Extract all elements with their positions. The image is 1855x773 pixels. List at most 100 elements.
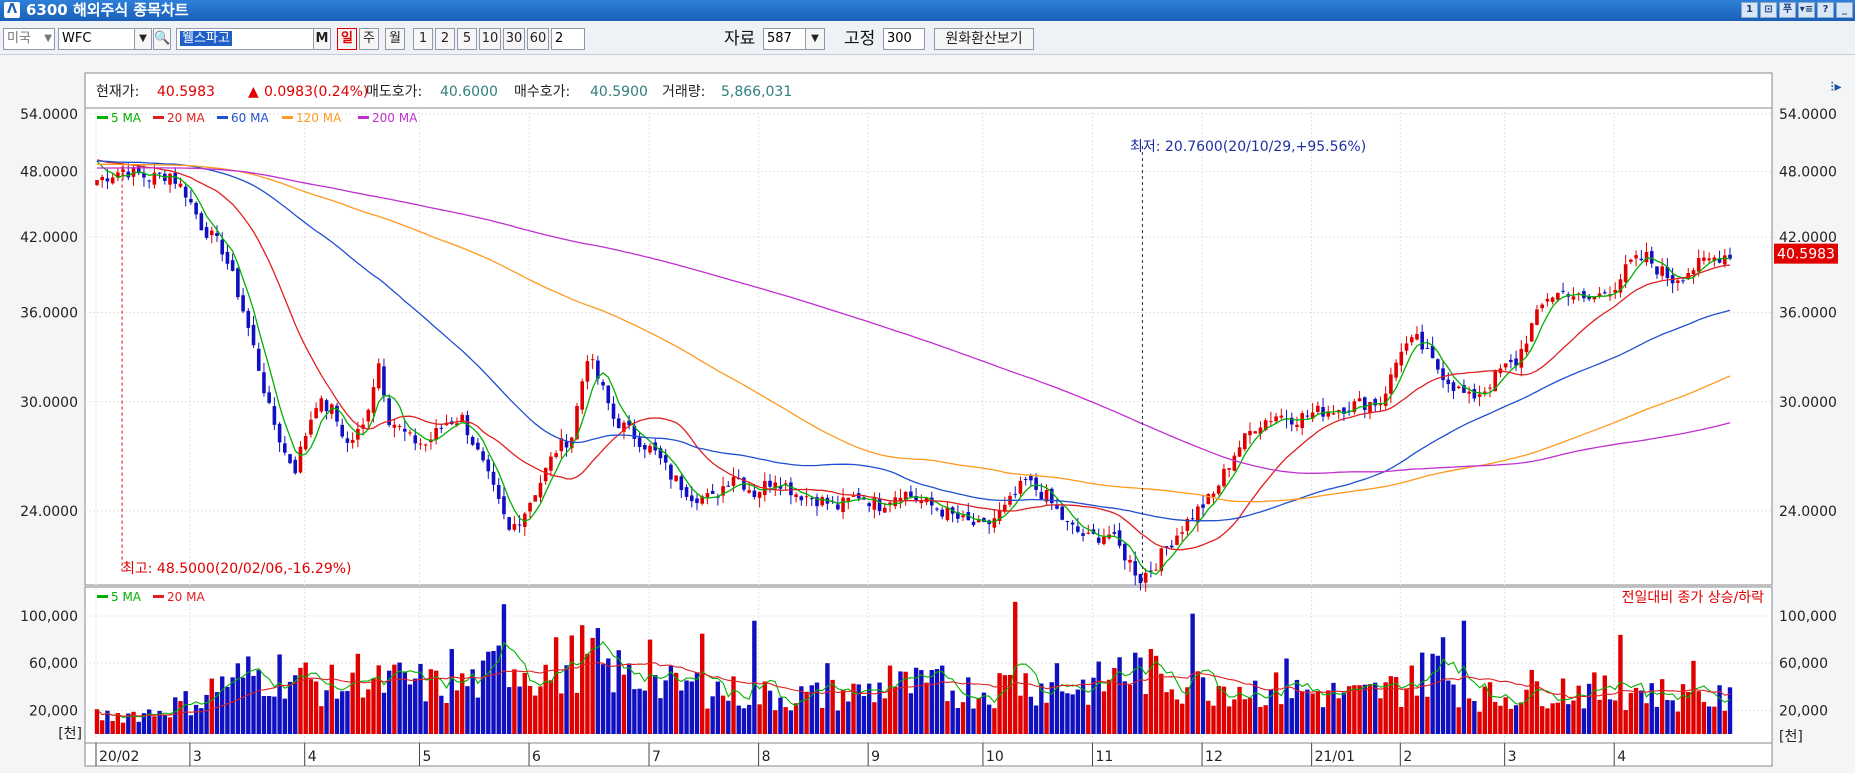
volume-bar [1633,687,1639,734]
candle-body [1143,572,1148,583]
candle-body [1660,266,1664,276]
candle-body [470,437,475,445]
volume-bar [846,701,851,734]
volume-bar [397,662,402,734]
change-value: 0.0983(0.24%) [264,84,368,100]
volume-bar [1425,696,1430,734]
chart-area[interactable]: ⁝▸ 현재가: 40.5983 ▲ 0.0983(0.24%) 매도호가: 40.6000 매… [0,55,1855,773]
symbol-dropdown-icon[interactable]: ▼ [134,28,152,50]
window-minimize-button[interactable]: _ [1836,2,1853,18]
volume-bar [355,653,361,734]
candle-body [1034,477,1038,490]
volume-bar [872,702,877,734]
volume-tick-left: 100,000 [20,609,78,625]
ma120-line [96,163,1731,503]
period-30-button[interactable]: 30 [503,28,525,50]
volume-bar [1435,655,1441,734]
volume-bar [1717,685,1722,734]
panel-expand-icon: ⁝▸ [1830,79,1841,95]
ma5-line [96,160,1731,576]
volume-bar [1654,706,1660,734]
volume-bar [1482,686,1487,734]
candle-body [1623,264,1628,283]
market-select[interactable]: 미국 ▼ [3,28,55,50]
candle-body [1248,431,1252,436]
fixed-input[interactable]: 300 [883,28,925,50]
krw-convert-button[interactable]: 원화환산보기 [934,28,1034,50]
window-help-button[interactable]: ? [1817,2,1834,18]
candle-body [403,428,407,432]
period-day-button[interactable]: 일 [337,28,357,50]
volume-bar [1226,706,1232,734]
price-tick-left: 24.0000 [20,504,78,520]
period-60-button[interactable]: 60 [527,28,549,50]
candle-body [1060,506,1064,520]
volume-label: 거래량: [662,84,705,100]
candle-body [1211,493,1216,497]
period-number-input[interactable]: 2 [551,28,585,50]
candle-body [914,496,918,501]
candle-body [1065,520,1070,522]
m-button[interactable]: M [313,28,331,50]
candle-body [596,360,600,379]
candle-body [1383,393,1388,406]
period-5-button[interactable]: 5 [457,28,477,50]
volume-bar [538,686,543,734]
volume-bar [439,695,444,734]
window-menu-button[interactable]: ▾≡ [1798,2,1815,18]
candle-body [397,425,402,427]
candle-body [924,497,929,503]
volume-bar [882,698,888,734]
volume-bar [501,604,507,734]
period-month-button[interactable]: 월 [385,28,405,50]
volume-bar [793,703,799,734]
candle-body [152,172,157,185]
candle-body [1420,331,1424,350]
volume-bar [1138,657,1143,734]
volume-bar [632,689,637,734]
volume-tick-right: 20,000 [1779,703,1828,719]
volume-bar [1712,706,1717,734]
candle-body [1138,573,1143,584]
window-link-button[interactable]: 1 [1741,2,1758,18]
symbol-input[interactable]: WFC [58,28,140,50]
volume-bar [360,697,366,734]
fixed-label: 고정 [844,29,876,49]
period-week-button[interactable]: 주 [359,28,379,50]
window-copy-button[interactable]: ⊡ [1760,2,1777,18]
volume-bar [277,654,282,734]
data-count-input[interactable]: 587 [763,28,809,50]
volume-bar [668,665,674,734]
volume-bar [1440,637,1446,734]
stock-name-field[interactable]: 웰스파고 [176,28,314,50]
period-1-button[interactable]: 1 [413,28,433,50]
volume-bar [162,715,168,734]
period-10-button[interactable]: 10 [479,28,501,50]
search-icon[interactable]: 🔍 [153,28,171,50]
candle-body [877,499,882,512]
volume-bar [308,679,314,734]
candle-body [1462,385,1466,393]
volume-bar [1326,690,1331,734]
volume-bar [804,691,809,734]
candle-body [1023,478,1028,480]
period-2-button[interactable]: 2 [435,28,455,50]
x-tick-label: 7 [652,749,661,765]
toolbar: 미국 ▼ WFC ▼ 🔍 웰스파고 M 일 주 월 1 2 5 10 30 60 … [0,21,1855,55]
candle-body [768,480,772,487]
candle-body [173,172,178,184]
candle-body [267,392,271,403]
stock-chart[interactable]: ⁝▸ 현재가: 40.5983 ▲ 0.0983(0.24%)매도호가: 40.6000 매… [0,55,1855,773]
low-annotation: 최저: 20.7600(20/10/29,+95.56%) [1130,139,1366,155]
candle-body [731,476,736,486]
legend-label: 5 MA [111,111,142,125]
candle-body [340,424,345,437]
volume-bar [908,693,914,734]
data-count-dropdown-icon[interactable]: ▼ [805,28,825,50]
volume-ma20-line [96,661,1731,717]
volume-bar [767,690,773,734]
window-pin-button[interactable]: 푸 [1779,2,1796,18]
volume-bar [287,681,293,734]
ma20-line [96,159,1731,551]
candle-body [1175,535,1179,545]
